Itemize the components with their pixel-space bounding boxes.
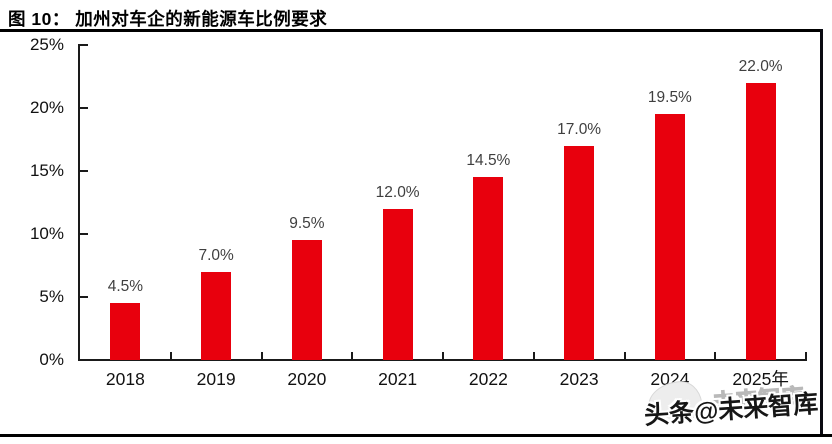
bar-value-label: 22.0% <box>738 57 783 75</box>
bar <box>564 145 595 360</box>
x-axis-tick <box>714 352 717 360</box>
x-axis-tick <box>260 352 263 360</box>
x-axis-tick-label: 2022 <box>468 369 508 389</box>
x-axis-tick-label: 2020 <box>287 369 327 389</box>
bottom-border <box>0 434 832 437</box>
x-axis-tick-label: 2023 <box>559 369 599 389</box>
x-axis-tick <box>623 352 626 360</box>
figure-title: 图 10： 加州对车企的新能源车比例要求 <box>8 9 328 29</box>
bar <box>291 240 322 360</box>
y-axis-tick <box>80 296 88 298</box>
bar-value-label: 14.5% <box>466 152 511 170</box>
bar-value-label: 12.0% <box>375 183 420 201</box>
bar-value-label: 17.0% <box>557 120 602 138</box>
y-axis-tick-label: 15% <box>29 161 64 180</box>
y-axis-tick-label: 25% <box>29 35 64 54</box>
title-underline <box>0 29 822 32</box>
x-axis-tick <box>805 352 807 360</box>
y-axis-tick <box>80 107 88 109</box>
bar-value-label: 4.5% <box>107 278 144 296</box>
x-axis-tick-label: 2021 <box>378 369 418 389</box>
y-axis-tick <box>80 170 88 172</box>
bar <box>110 303 141 360</box>
y-axis-tick-label: 20% <box>29 98 64 117</box>
x-axis-tick <box>169 352 172 360</box>
bar <box>745 82 776 360</box>
x-axis-line <box>78 359 807 361</box>
bar-value-label: 7.0% <box>198 246 234 264</box>
bar <box>382 208 413 360</box>
y-axis-tick <box>80 233 88 235</box>
x-axis-tick <box>532 352 535 360</box>
y-axis-line <box>78 44 80 361</box>
x-axis-tick-label: 2019 <box>196 369 236 389</box>
bar <box>201 271 232 360</box>
bar-value-label: 9.5% <box>289 215 325 233</box>
x-axis-tick-label: 2018 <box>105 369 145 389</box>
y-axis-tick <box>80 44 88 46</box>
y-axis-tick-label: 0% <box>39 350 64 369</box>
bar-value-label: 19.5% <box>647 89 692 107</box>
x-axis-tick <box>442 352 444 360</box>
y-axis-tick-label: 10% <box>29 224 64 243</box>
y-axis-tick-label: 5% <box>39 287 64 306</box>
right-border <box>820 29 823 437</box>
x-axis-tick <box>351 352 354 360</box>
x-axis-tick-label: 2025年 <box>732 369 789 389</box>
bar <box>473 177 504 360</box>
bar <box>654 114 685 360</box>
